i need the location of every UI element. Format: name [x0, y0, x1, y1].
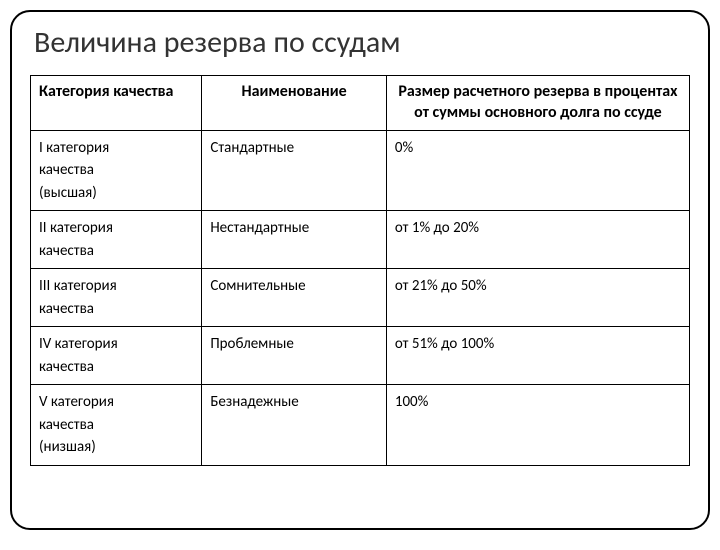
cell-name: Нестандартные [202, 211, 387, 269]
slide-container: Величина резерва по ссудам Категория кач… [10, 10, 710, 530]
table-row: IV категория качества Проблемные от 51% … [31, 327, 690, 385]
table-row: I категория качества (высшая) Стандартны… [31, 130, 690, 211]
table-row: II категория качества Нестандартные от 1… [31, 211, 690, 269]
cell-name: Проблемные [202, 327, 387, 385]
header-size: Размер расчетного резерва в процентах от… [386, 76, 689, 131]
page-title: Величина резерва по ссудам [34, 24, 690, 61]
cell-name: Безнадежные [202, 385, 387, 466]
cell-size: от 51% до 100% [386, 327, 689, 385]
cell-category: IV категория качества [31, 327, 202, 385]
reserve-table: Категория качества Наименование Размер р… [30, 75, 690, 466]
cell-size: от 1% до 20% [386, 211, 689, 269]
table-row: V категория качества (низшая) Безнадежны… [31, 385, 690, 466]
table-header-row: Категория качества Наименование Размер р… [31, 76, 690, 131]
cell-name: Стандартные [202, 130, 387, 211]
header-name: Наименование [202, 76, 387, 131]
cell-size: 100% [386, 385, 689, 466]
cell-category: I категория качества (высшая) [31, 130, 202, 211]
table-row: III категория качества Сомнительные от 2… [31, 269, 690, 327]
cell-size: от 21% до 50% [386, 269, 689, 327]
cell-name: Сомнительные [202, 269, 387, 327]
header-category: Категория качества [31, 76, 202, 131]
cell-category: V категория качества (низшая) [31, 385, 202, 466]
cell-size: 0% [386, 130, 689, 211]
cell-category: II категория качества [31, 211, 202, 269]
cell-category: III категория качества [31, 269, 202, 327]
